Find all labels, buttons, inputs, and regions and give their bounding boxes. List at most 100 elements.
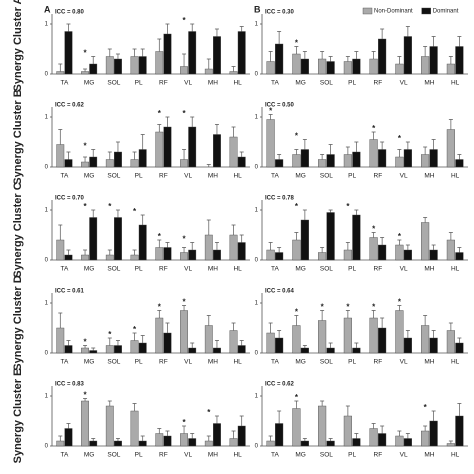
bar (130, 410, 139, 447)
bar (395, 435, 404, 447)
error-bar (371, 51, 376, 59)
x-tick-label: SOL (320, 266, 333, 273)
x-tick-label: MH (208, 80, 218, 87)
error-bar (83, 398, 88, 401)
significance-marker: * (321, 303, 325, 312)
error-bar (231, 66, 236, 72)
x-tick-label: HL (233, 266, 242, 273)
significance-marker: * (372, 124, 376, 133)
error-bar (345, 405, 350, 416)
x-tick-label: PL (348, 80, 356, 87)
bar (105, 56, 114, 75)
bar (421, 325, 430, 354)
x-tick-label: MG (295, 173, 305, 180)
bar (130, 254, 139, 261)
bar (455, 252, 464, 261)
error-bar (431, 36, 436, 47)
bar (326, 154, 335, 168)
x-tick-label: MH (424, 173, 434, 180)
annotation: ICC = 0.70 (55, 196, 85, 202)
bar (292, 239, 301, 261)
bar (56, 327, 65, 354)
x-tick-label: TA (60, 452, 68, 459)
significance-marker: * (295, 39, 299, 48)
bar (81, 347, 89, 354)
bar (395, 63, 404, 75)
bar (378, 38, 387, 75)
error-bar (328, 209, 333, 213)
bar (455, 46, 464, 75)
error-bar (214, 28, 219, 37)
significance-marker: * (108, 202, 112, 211)
bar (300, 219, 309, 261)
significance-marker: * (182, 16, 186, 25)
error-bar (66, 23, 71, 32)
bar (429, 249, 438, 261)
bar (89, 156, 98, 168)
row-label: Synergy Cluster A (12, 0, 24, 91)
x-tick-label: SOL (320, 80, 333, 87)
bar (229, 438, 238, 447)
error-bar (448, 56, 453, 64)
bar (292, 154, 301, 168)
bar (130, 159, 139, 168)
bar (155, 317, 164, 354)
bar (138, 342, 147, 354)
bar (352, 438, 361, 447)
error-bar (206, 315, 211, 326)
error-bar (58, 224, 63, 240)
bar (318, 58, 327, 75)
bar (105, 345, 114, 354)
bar (421, 154, 430, 168)
error-bar (132, 48, 137, 57)
error-bar (448, 440, 453, 444)
bar (204, 234, 213, 261)
error-bar (405, 26, 410, 37)
bar (326, 347, 335, 354)
error-bar (371, 131, 376, 140)
error-bar (448, 322, 453, 331)
bar (229, 136, 238, 168)
bar (369, 237, 378, 261)
error-bar (239, 26, 244, 32)
error-bar (206, 219, 211, 235)
bar (343, 415, 352, 447)
x-tick-label: HL (233, 80, 242, 87)
significance-marker: * (182, 235, 186, 244)
bar (352, 151, 361, 168)
error-bar (320, 154, 325, 160)
x-tick-label: PL (135, 80, 143, 87)
bar (114, 217, 122, 261)
bar (188, 249, 197, 261)
bar (421, 430, 430, 447)
bar (429, 46, 438, 75)
error-bar (140, 48, 145, 57)
error-bar (107, 400, 112, 406)
bar (204, 440, 213, 447)
error-bar (380, 317, 385, 328)
error-bar (320, 247, 325, 253)
error-bar (165, 430, 170, 436)
error-bar (405, 141, 410, 150)
error-bar (405, 433, 410, 439)
bar (352, 214, 361, 261)
bar (56, 440, 65, 447)
bar (163, 126, 172, 168)
error-bar (448, 232, 453, 240)
significance-marker: * (83, 391, 87, 400)
bar (105, 405, 114, 447)
x-tick-label: MH (424, 80, 434, 87)
annotation: ICC = 0.62 (265, 382, 295, 388)
bar (369, 428, 378, 447)
error-bar (165, 23, 170, 34)
error-bar (448, 119, 453, 130)
bar (229, 330, 238, 354)
bar (326, 440, 335, 447)
bar (89, 63, 98, 75)
x-tick-label: RF (374, 173, 383, 180)
x-tick-label: RF (159, 452, 168, 459)
panel-letter: B (254, 4, 261, 14)
y-tick-label: 0 (45, 165, 49, 171)
bar (266, 119, 275, 168)
error-bar (397, 239, 402, 245)
